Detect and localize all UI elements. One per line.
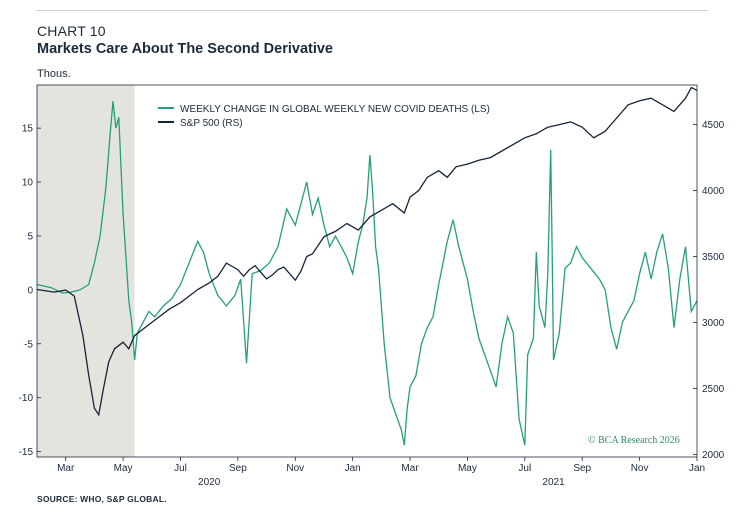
x-axis-tick-label: Sep <box>573 463 591 474</box>
right-axis-tick-label: 2000 <box>702 450 725 461</box>
x-axis-tick-label: May <box>114 463 133 474</box>
legend: WEEKLY CHANGE IN GLOBAL WEEKLY NEW COVID… <box>158 104 490 129</box>
x-axis-tick-label: Jan <box>689 463 705 474</box>
watermark: © BCA Research 2026 <box>588 435 680 446</box>
right-axis-tick-label: 3000 <box>702 318 725 329</box>
x-axis-tick-label: Jul <box>174 463 187 474</box>
chart-label: CHART 10 <box>37 23 106 39</box>
x-axis-tick-label: Nov <box>631 463 649 474</box>
right-axis-tick-label: 4500 <box>702 120 725 131</box>
x-axis-tick-label: Nov <box>286 463 304 474</box>
x-axis: Mar May Jul Sep Nov Jan Mar May Jul Sep Nov Jan 2020… <box>57 457 705 488</box>
x-axis-tick-label: Jan <box>345 463 361 474</box>
x-axis-year-label: 2021 <box>542 477 565 488</box>
top-rule <box>36 10 708 11</box>
shaded-region <box>37 85 135 457</box>
left-axis-tick-label: -10 <box>19 393 34 404</box>
left-axis-tick-label: 15 <box>22 124 34 135</box>
left-axis-units: Thous. <box>37 68 71 80</box>
source-note: SOURCE: WHO, S&P GLOBAL. <box>37 494 167 504</box>
left-axis-tick-label: 5 <box>27 231 33 242</box>
right-axis: 4500 4000 3500 3000 2500 2000 <box>693 120 725 461</box>
chart-title: Markets Care About The Second Derivative <box>37 41 333 57</box>
x-axis-tick-label: Mar <box>57 463 75 474</box>
right-axis-tick-label: 4000 <box>702 186 725 197</box>
x-axis-tick-label: Jul <box>518 463 531 474</box>
series-sp500-line <box>36 86 698 417</box>
x-axis-year-label: 2020 <box>198 477 221 488</box>
right-axis-tick-label: 3500 <box>702 252 725 263</box>
x-axis-tick-label: Sep <box>229 463 247 474</box>
left-axis-tick-label: -15 <box>19 447 34 458</box>
plot-frame <box>36 84 698 458</box>
legend-label-sp500: S&P 500 (RS) <box>180 118 243 129</box>
left-axis-tick-label: -5 <box>24 339 33 350</box>
left-axis-tick-label: 0 <box>27 285 33 296</box>
left-axis-tick-label: 10 <box>22 178 34 189</box>
right-axis-tick-label: 2500 <box>702 384 725 395</box>
x-axis-tick-label: May <box>458 463 477 474</box>
legend-label-covid: WEEKLY CHANGE IN GLOBAL WEEKLY NEW COVID… <box>180 104 490 115</box>
x-axis-tick-label: Mar <box>401 463 419 474</box>
series-covid-deaths-line <box>36 101 698 446</box>
